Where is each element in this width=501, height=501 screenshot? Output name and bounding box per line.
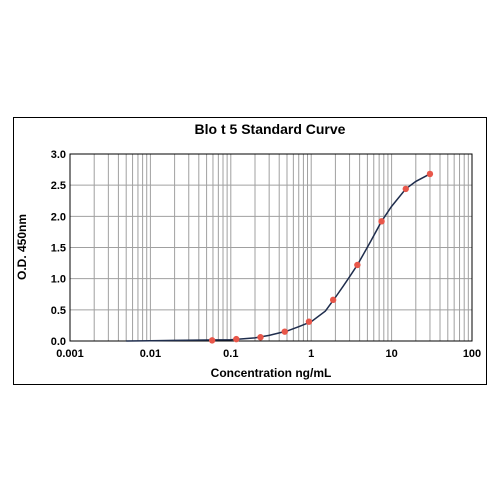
chart-frame xyxy=(13,117,487,385)
x-tick-label: 0.1 xyxy=(223,348,238,360)
y-tick-label: 1.5 xyxy=(51,243,66,255)
x-tick-labels: 0.001 0.01 0.1 1 10 100 xyxy=(56,348,481,360)
x-tick-label: 100 xyxy=(463,348,481,360)
x-tick-label: 0.001 xyxy=(56,348,84,360)
y-tick-label: 3.0 xyxy=(51,149,66,161)
data-points xyxy=(208,170,434,344)
data-point xyxy=(257,334,264,341)
x-tick-label: 0.01 xyxy=(140,348,161,360)
x-tick-label: 1 xyxy=(308,348,314,360)
data-point xyxy=(378,218,385,225)
grid-lines xyxy=(70,153,472,342)
data-point xyxy=(233,335,240,343)
data-point xyxy=(208,337,216,344)
y-tick-label: 0.0 xyxy=(51,336,66,348)
data-point xyxy=(354,261,361,269)
plot-area-border xyxy=(69,153,473,342)
y-tick-labels: 0.0 0.5 1.0 1.5 2.0 2.5 3.0 xyxy=(51,149,66,348)
data-point xyxy=(329,296,337,304)
data-point xyxy=(402,185,409,193)
chart-title: Blo t 5 Standard Curve xyxy=(195,121,346,137)
data-point xyxy=(426,170,434,178)
data-point xyxy=(281,328,288,335)
y-tick-label: 2.5 xyxy=(51,180,66,192)
y-tick-label: 0.5 xyxy=(51,305,66,317)
x-axis-label: Concentration ng/mL xyxy=(211,366,332,380)
data-point xyxy=(305,318,313,325)
y-tick-label: 2.0 xyxy=(51,211,66,223)
fit-curve-line xyxy=(126,173,431,342)
y-tick-label: 1.0 xyxy=(51,274,66,286)
x-tick-label: 10 xyxy=(385,348,397,360)
y-axis-label: O.D. 450nm xyxy=(15,214,29,280)
